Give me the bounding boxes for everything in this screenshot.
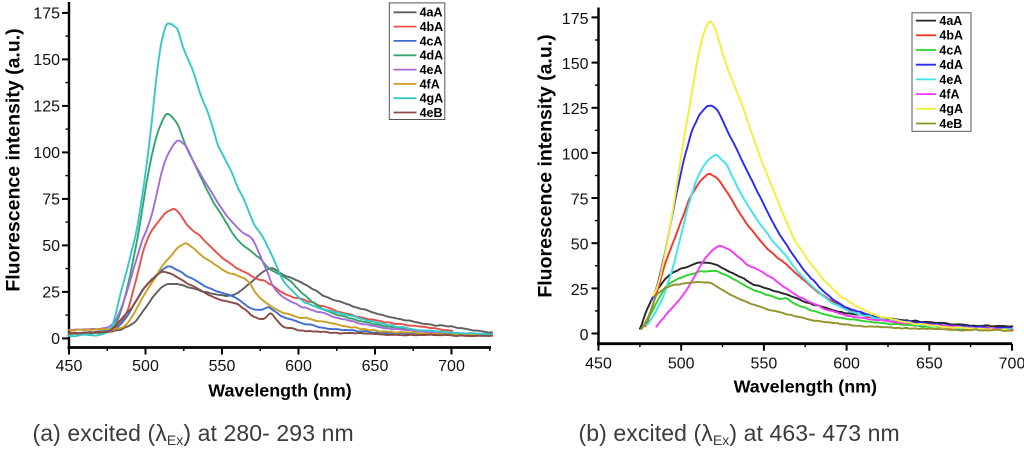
svg-text:600: 600	[833, 356, 860, 373]
svg-text:650: 650	[916, 356, 943, 373]
svg-text:50: 50	[42, 238, 60, 255]
svg-text:4aA: 4aA	[420, 6, 443, 20]
svg-text:125: 125	[33, 98, 60, 115]
svg-text:4eB: 4eB	[420, 106, 443, 120]
svg-text:4aA: 4aA	[939, 14, 962, 28]
svg-text:4bA: 4bA	[939, 29, 963, 43]
svg-text:700: 700	[438, 358, 465, 375]
svg-text:Fluorescence intensity (a.u.): Fluorescence intensity (a.u.)	[535, 34, 557, 297]
svg-text:4bA: 4bA	[420, 20, 444, 34]
svg-text:600: 600	[285, 358, 312, 375]
svg-text:550: 550	[751, 356, 778, 373]
svg-text:450: 450	[56, 358, 83, 375]
svg-text:175: 175	[33, 5, 60, 22]
svg-text:150: 150	[562, 56, 589, 73]
svg-text:4fA: 4fA	[420, 77, 440, 91]
svg-text:Wavelength (nm): Wavelength (nm)	[734, 377, 877, 397]
svg-text:75: 75	[571, 192, 589, 209]
svg-text:Wavelength (nm): Wavelength (nm)	[208, 381, 351, 401]
svg-text:0: 0	[580, 327, 589, 344]
svg-text:4cA: 4cA	[939, 43, 962, 57]
svg-text:75: 75	[42, 191, 60, 208]
svg-text:4gA: 4gA	[939, 102, 963, 116]
svg-text:50: 50	[571, 237, 589, 254]
svg-text:Fluorescence intensity (a.u.): Fluorescence intensity (a.u.)	[3, 28, 25, 291]
svg-text:500: 500	[132, 358, 159, 375]
svg-text:4fA: 4fA	[939, 88, 959, 102]
svg-text:125: 125	[562, 101, 589, 118]
svg-text:4cA: 4cA	[420, 34, 443, 48]
svg-text:100: 100	[562, 146, 589, 163]
svg-text:700: 700	[999, 356, 1024, 373]
svg-text:150: 150	[33, 52, 60, 69]
svg-text:4eA: 4eA	[939, 73, 962, 87]
svg-text:500: 500	[668, 356, 695, 373]
svg-text:450: 450	[585, 356, 612, 373]
svg-text:4gA: 4gA	[420, 92, 444, 106]
svg-text:100: 100	[33, 145, 60, 162]
svg-text:0: 0	[51, 331, 60, 348]
svg-text:25: 25	[571, 282, 589, 299]
svg-text:4dA: 4dA	[939, 58, 963, 72]
svg-text:175: 175	[562, 11, 589, 28]
svg-text:4dA: 4dA	[420, 49, 444, 63]
svg-text:650: 650	[362, 358, 389, 375]
svg-text:25: 25	[42, 284, 60, 301]
svg-text:550: 550	[209, 358, 236, 375]
svg-text:(b) excited (λEx) at 463- 473: (b) excited (λEx) at 463- 473 nm	[579, 420, 900, 448]
svg-text:(a) excited (λEx) at 280- 293: (a) excited (λEx) at 280- 293 nm	[33, 420, 354, 448]
svg-text:4eB: 4eB	[939, 117, 962, 131]
svg-text:4eA: 4eA	[420, 63, 443, 77]
